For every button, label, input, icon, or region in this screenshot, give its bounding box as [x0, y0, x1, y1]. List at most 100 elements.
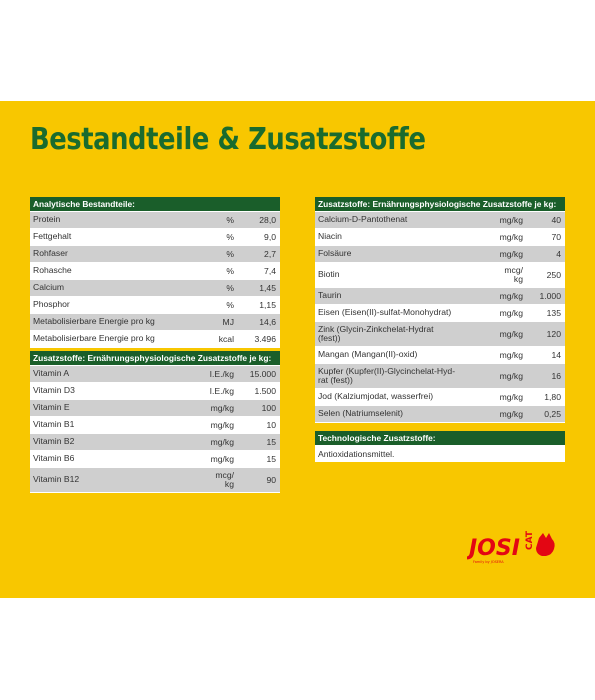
row-name: Phosphor — [33, 300, 70, 310]
row-unit: mg/kg — [499, 214, 523, 225]
technological-additives-table: Technologische Zusatzstoffe: Antioxidati… — [315, 431, 565, 462]
table-row: Kupfer (Kupfer(II)-Glycinchelat-Hyd-rat … — [315, 364, 565, 389]
table-row: Vitamin B12 mcg/kg 90 — [30, 468, 280, 493]
row-unit: mg/kg — [499, 408, 523, 419]
table-row: Rohfaser% 2,7 — [30, 246, 280, 263]
logo-sub-text: CAT — [525, 530, 535, 550]
row-value: 1.500 — [254, 386, 276, 396]
analytical-constituents-table: Analytische Bestandteile: Protein% 28,0 Fe… — [30, 197, 280, 348]
row-value: 1,15 — [259, 300, 276, 310]
row-value: 135 — [546, 308, 561, 318]
row-value: 14 — [551, 350, 561, 360]
table-row: Vitamin B2 mg/kg 15 — [30, 434, 280, 451]
row-value: 14,6 — [259, 317, 276, 327]
row-name: Vitamin B2 — [33, 437, 75, 447]
row-unit: MJ — [222, 316, 234, 327]
row-value: 0,25 — [544, 409, 561, 419]
row-unit: mg/kg — [210, 402, 234, 413]
row-value: 16 — [551, 371, 561, 381]
row-unit: mg/kg — [499, 349, 523, 360]
row-value: 1,80 — [544, 392, 561, 402]
row-name: Fettgehalt — [33, 232, 72, 242]
row-name: Vitamin B12 — [33, 475, 80, 485]
table-row: Biotin mcg/kg 250 — [315, 263, 565, 288]
row-unit: mg/kg — [499, 328, 523, 339]
row-name: Folsäure — [318, 249, 352, 259]
row-name: Kupfer (Kupfer(II)-Glycinchelat-Hyd-rat … — [318, 366, 456, 385]
row-unit: mg/kg — [499, 307, 523, 318]
row-name: Metabolisierbare Energie pro kg — [33, 317, 155, 327]
table-row: Calcium-D-Pantothenat mg/kg 40 — [315, 212, 565, 229]
table-row: Vitamin B6 mg/kg 15 — [30, 451, 280, 468]
table-row: Rohasche% 7,4 — [30, 263, 280, 280]
table-row: Calcium% 1,45 — [30, 280, 280, 297]
table-row: Zink (Glycin-Zinkchelat-Hydrat (fest)) mg/… — [315, 322, 565, 347]
row-value: 120 — [546, 329, 561, 339]
table-row: Vitamin B1 mg/kg 10 — [30, 417, 280, 434]
row-name: Vitamin A — [33, 369, 70, 379]
row-name: Selen (Natriumselenit) — [318, 409, 404, 419]
row-name: Jod (Kalziumjodat, wasserfrei) — [318, 392, 434, 402]
row-name: Calcium — [33, 283, 65, 293]
table-row: Selen (Natriumselenit) mg/kg 0,25 — [315, 406, 565, 423]
table-row: Eisen (Eisen(II)-sulfat-Monohydrat) mg/kg… — [315, 305, 565, 322]
table-row: Metabolisierbare Energie pro kg kcal 3.496 — [30, 331, 280, 348]
row-unit: mcg/kg — [215, 470, 234, 489]
row-value: 9,0 — [264, 232, 276, 242]
row-name: Zink (Glycin-Zinkchelat-Hydrat (fest)) — [318, 324, 434, 343]
row-unit: % — [226, 299, 234, 310]
table-row: Jod (Kalziumjodat, wasserfrei) mg/kg 1,80 — [315, 389, 565, 406]
row-unit: mg/kg — [499, 391, 523, 402]
table-row: Mangan (Mangan(II)-oxid) mg/kg 14 — [315, 347, 565, 364]
row-unit: % — [226, 248, 234, 259]
row-name: Taurin — [318, 291, 342, 301]
row-value: 15 — [266, 437, 276, 447]
row-name: Vitamin B1 — [33, 420, 75, 430]
row-name: Eisen (Eisen(II)-sulfat-Monohydrat) — [318, 308, 452, 318]
cat-silhouette-icon — [536, 533, 555, 556]
row-name: Rohasche — [33, 266, 72, 276]
row-value: 28,0 — [259, 215, 276, 225]
table-header: Technologische Zusatzstoffe: — [315, 431, 565, 446]
row-name: Vitamin E — [33, 403, 70, 413]
row-value: 90 — [266, 475, 276, 485]
row-value: 3.496 — [254, 334, 276, 344]
row-unit: % — [226, 214, 234, 225]
row-value: 1,45 — [259, 283, 276, 293]
table-row: Vitamin A I.E./kg 15.000 — [30, 366, 280, 383]
row-value: 4 — [556, 249, 561, 259]
table-row: Fettgehalt% 9,0 — [30, 229, 280, 246]
page-title: Bestandteile & Zusatzstoffe — [30, 122, 426, 157]
row-unit: mg/kg — [210, 453, 234, 464]
table-header: Zusatzstoffe: Ernährungsphysiologische Z… — [30, 351, 280, 366]
row-value: 250 — [546, 270, 561, 280]
row-unit: % — [226, 231, 234, 242]
row-unit: mg/kg — [210, 436, 234, 447]
row-name: Metabolisierbare Energie pro kg — [33, 334, 155, 344]
row-value: 15.000 — [249, 369, 276, 379]
table-row: Folsäure mg/kg 4 — [315, 246, 565, 263]
logo-brand-text: JOSI — [467, 536, 520, 561]
row-unit: mg/kg — [499, 231, 523, 242]
row-name: Rohfaser — [33, 249, 68, 259]
row-name: Protein — [33, 215, 61, 225]
row-name: Biotin — [318, 270, 340, 280]
row-unit: mg/kg — [499, 370, 523, 381]
additives-right-table: Zusatzstoffe: Ernährungsphysiologische Z… — [315, 197, 565, 423]
row-name: Vitamin B6 — [33, 454, 75, 464]
row-unit: I.E./kg — [209, 368, 234, 379]
row-unit: % — [226, 282, 234, 293]
table-header: Zusatzstoffe: Ernährungsphysiologische Z… — [315, 197, 565, 212]
row-name: Vitamin D3 — [33, 386, 75, 396]
row-name: Calcium-D-Pantothenat — [318, 215, 408, 225]
row-value: 100 — [261, 403, 276, 413]
josicat-logo: JOSI CAT Family by JOSERA — [467, 530, 555, 564]
table-row: Taurin mg/kg 1.000 — [315, 288, 565, 305]
table-row: Niacin mg/kg 70 — [315, 229, 565, 246]
row-unit: kcal — [218, 333, 234, 344]
row-value: 15 — [266, 454, 276, 464]
row-name: Niacin — [318, 232, 342, 242]
table-header: Analytische Bestandteile: — [30, 197, 280, 212]
table-row: Metabolisierbare Energie pro kg MJ 14,6 — [30, 314, 280, 331]
row-value: 2,7 — [264, 249, 276, 259]
